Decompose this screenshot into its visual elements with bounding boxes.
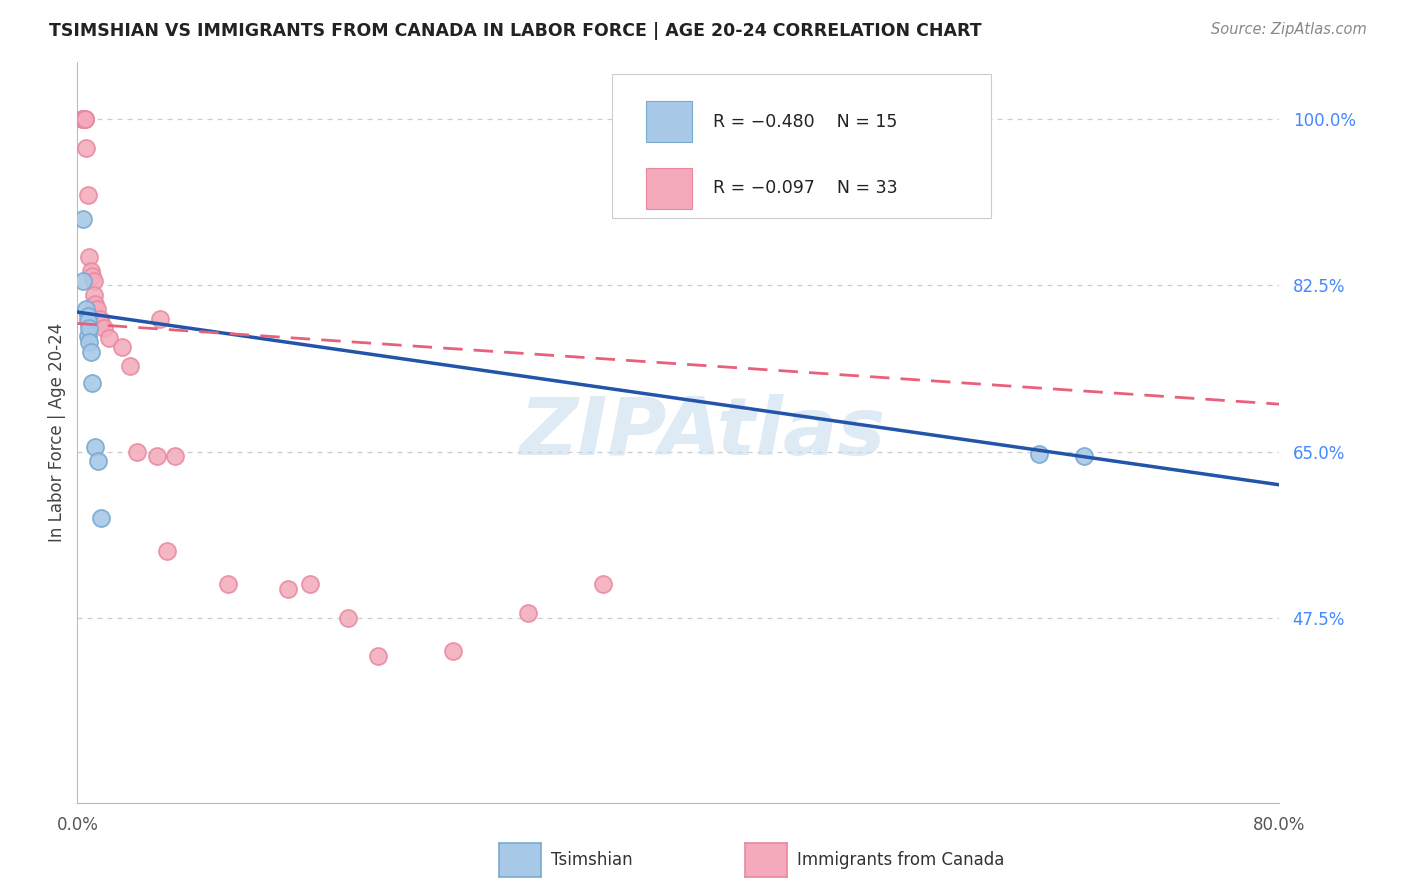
Point [70, 112, 93, 127]
Point [89, 311, 111, 326]
Y-axis label: In Labor Force | Age 20-24: In Labor Force | Age 20-24 [48, 323, 66, 542]
Point [79, 250, 101, 264]
Point [83, 274, 105, 288]
Text: Source: ZipAtlas.com: Source: ZipAtlas.com [1211, 22, 1367, 37]
Text: R = −0.480    N = 15: R = −0.480 N = 15 [713, 112, 897, 130]
Point [80, 264, 103, 278]
Point [146, 450, 169, 464]
Point [299, 577, 322, 591]
Point [75, 141, 97, 155]
Point [90, 511, 112, 525]
Text: TSIMSHIAN VS IMMIGRANTS FROM CANADA IN LABOR FORCE | AGE 20-24 CORRELATION CHART: TSIMSHIAN VS IMMIGRANTS FROM CANADA IN L… [49, 22, 981, 40]
Point [517, 606, 540, 620]
Point [79, 335, 101, 350]
Point [72, 274, 94, 288]
Point [127, 444, 149, 458]
Point [76, 188, 98, 202]
Point [82, 268, 104, 283]
Point [277, 582, 299, 597]
Point [93, 321, 115, 335]
FancyBboxPatch shape [645, 102, 692, 142]
Point [90, 317, 112, 331]
Point [84, 440, 107, 454]
Point [156, 544, 179, 558]
Point [87, 454, 110, 468]
Point [111, 340, 134, 354]
Point [149, 311, 172, 326]
Point [163, 450, 186, 464]
Point [73, 112, 96, 127]
Point [72, 212, 94, 227]
Point [82, 376, 104, 391]
Point [72, 112, 94, 127]
Point [86, 302, 108, 317]
Point [73, 112, 96, 127]
Point [83, 288, 105, 302]
Point [592, 577, 614, 591]
Point [76, 328, 98, 343]
Text: Immigrants from Canada: Immigrants from Canada [797, 851, 1004, 869]
Point [84, 297, 107, 311]
Text: ZIPAtlas: ZIPAtlas [519, 393, 886, 472]
Point [76, 313, 98, 327]
Point [336, 611, 359, 625]
Text: R = −0.097    N = 33: R = −0.097 N = 33 [713, 179, 898, 197]
Point [367, 648, 389, 663]
Point [118, 359, 141, 374]
Text: Tsimshian: Tsimshian [551, 851, 633, 869]
Point [79, 321, 101, 335]
Point [1028, 447, 1050, 461]
FancyBboxPatch shape [645, 168, 692, 209]
Point [75, 302, 97, 317]
Point [97, 331, 120, 345]
FancyBboxPatch shape [612, 73, 991, 218]
Point [1073, 450, 1095, 464]
Point [80, 345, 103, 359]
Point [441, 644, 464, 658]
Point [76, 309, 98, 323]
Point [73, 112, 96, 127]
Point [217, 577, 239, 591]
